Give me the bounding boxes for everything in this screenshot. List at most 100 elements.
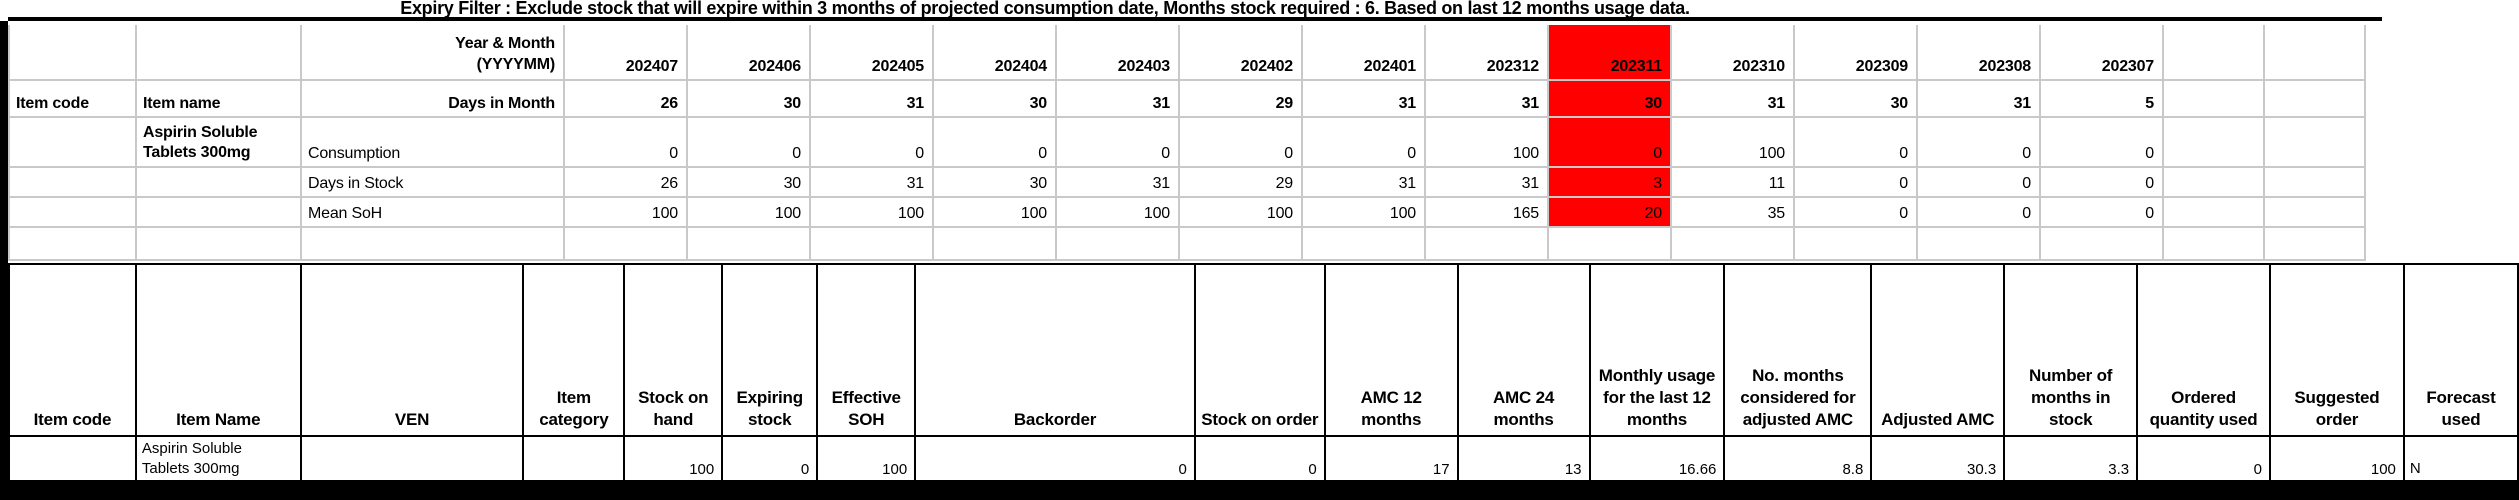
- days-in-month-cell: 31: [809, 79, 934, 118]
- month-header-cell: 202405: [809, 25, 934, 81]
- mean-soh-cell: 0: [2039, 196, 2164, 228]
- adjusted-amc-value: 30.3: [1870, 435, 2006, 484]
- empty-cell: [1547, 226, 1672, 261]
- ven-value: [299, 435, 525, 484]
- item-category-value: [522, 435, 626, 484]
- empty-cell: [2162, 116, 2265, 168]
- days-in-month-cell: 30: [1793, 79, 1918, 118]
- corner-cell: [135, 25, 302, 81]
- empty-cell: [2263, 226, 2366, 261]
- empty-cell: [1793, 226, 1918, 261]
- consumption-cell: 0: [809, 116, 934, 168]
- empty-cell: [2162, 226, 2265, 261]
- column-header-amc-24-months: AMC 24 months: [1456, 263, 1591, 437]
- mean-soh-cell: 100: [932, 196, 1057, 228]
- row-label: Days in Stock: [300, 166, 565, 198]
- report-title: Expiry Filter : Exclude stock that will …: [8, 0, 2382, 21]
- days-in-stock-cell-highlighted: 3: [1547, 166, 1672, 198]
- mean-soh-cell: 100: [1055, 196, 1180, 228]
- consumption-cell: 0: [2039, 116, 2164, 168]
- months-in-stock-value: 3.3: [2003, 435, 2139, 484]
- month-header-cell: 202401: [1301, 25, 1426, 81]
- column-header-item-category: Item category: [522, 263, 626, 437]
- column-header-item-name: Item Name: [134, 263, 302, 437]
- month-header-cell-highlighted: 202311: [1547, 25, 1672, 81]
- empty-cell: [686, 226, 811, 261]
- amc-12-months-value: 17: [1323, 435, 1459, 484]
- mean-soh-cell: 0: [1793, 196, 1918, 228]
- month-header-cell: 202308: [1916, 25, 2041, 81]
- month-header-cell: 202404: [932, 25, 1057, 81]
- empty-cell: [932, 226, 1057, 261]
- days-in-stock-cell: 31: [1301, 166, 1426, 198]
- consumption-cell: 0: [686, 116, 811, 168]
- column-header-monthly-usage: Monthly usage for the last 12 months: [1588, 263, 1726, 437]
- days-in-stock-cell: 26: [563, 166, 688, 198]
- column-header-backorder: Backorder: [914, 263, 1196, 437]
- bottom-window-edge: [0, 480, 2519, 500]
- days-in-month-cell: 31: [1055, 79, 1180, 118]
- month-header-cell: 202309: [1793, 25, 1918, 81]
- months-considered-value: 8.8: [1723, 435, 1873, 484]
- item-code-cell: [8, 166, 137, 198]
- column-header-stock-on-order: Stock on order: [1193, 263, 1326, 437]
- consumption-cell-highlighted: 0: [1547, 116, 1672, 168]
- consumption-cell: 0: [1178, 116, 1303, 168]
- month-header-cell: 202406: [686, 25, 811, 81]
- days-in-month-cell: 26: [563, 79, 688, 118]
- effective-soh-value: 100: [816, 435, 917, 484]
- table-row: Aspirin Soluble Tablets 300mg 100 0 100 …: [8, 435, 2519, 484]
- empty-cell: [8, 226, 137, 261]
- consumption-cell: 0: [1301, 116, 1426, 168]
- mean-soh-cell: 35: [1670, 196, 1795, 228]
- monthly-usage-value: 16.66: [1588, 435, 1726, 484]
- days-in-month-cell-highlighted: 30: [1547, 79, 1672, 118]
- item-code-header: Item code: [8, 79, 137, 118]
- days-in-stock-cell: 29: [1178, 166, 1303, 198]
- item-code-cell: [8, 116, 137, 168]
- empty-cell: [2263, 116, 2366, 168]
- year-month-line2: (YYYYMM): [476, 56, 556, 74]
- column-header-months-in-stock: Number of months in stock: [2003, 263, 2139, 437]
- days-in-month-cell: 30: [932, 79, 1057, 118]
- mean-soh-cell: 100: [686, 196, 811, 228]
- days-in-month-cell: 31: [1916, 79, 2041, 118]
- row-label: Mean SoH: [300, 196, 565, 228]
- empty-cell: [2263, 166, 2366, 198]
- column-header-amc-12-months: AMC 12 months: [1323, 263, 1459, 437]
- empty-cell: [2263, 79, 2366, 118]
- consumption-cell: 0: [1793, 116, 1918, 168]
- empty-cell: [1055, 226, 1180, 261]
- empty-cell: [2162, 196, 2265, 228]
- empty-cell: [2162, 25, 2265, 81]
- amc-24-months-value: 13: [1456, 435, 1591, 484]
- column-header-ven: VEN: [299, 263, 525, 437]
- days-in-stock-cell: 31: [1424, 166, 1549, 198]
- month-header-cell: 202310: [1670, 25, 1795, 81]
- days-in-stock-cell: 0: [2039, 166, 2164, 198]
- empty-cell: [1301, 226, 1426, 261]
- consumption-cell: 100: [1670, 116, 1795, 168]
- days-in-stock-cell: 31: [1055, 166, 1180, 198]
- empty-cell: [1178, 226, 1303, 261]
- empty-cell: [2263, 25, 2366, 81]
- stock-on-hand-value: 100: [623, 435, 724, 484]
- item-name-header: Item name: [135, 79, 302, 118]
- days-in-stock-cell: 31: [809, 166, 934, 198]
- empty-cell: [1424, 226, 1549, 261]
- empty-cell: [1916, 226, 2041, 261]
- column-header-suggested-order: Suggested order: [2268, 263, 2405, 437]
- days-in-stock-cell: 30: [686, 166, 811, 198]
- year-month-header: Year & Month (YYYYMM): [300, 25, 565, 81]
- consumption-cell: 0: [1916, 116, 2041, 168]
- suggested-order-value: 100: [2268, 435, 2405, 484]
- days-in-stock-cell: 0: [1916, 166, 2041, 198]
- empty-cell: [2039, 226, 2164, 261]
- year-month-line1: Year & Month: [455, 34, 555, 52]
- empty-cell: [2162, 166, 2265, 198]
- column-header-ordered-quantity-used: Ordered quantity used: [2136, 263, 2271, 437]
- mean-soh-cell: 100: [809, 196, 934, 228]
- column-header-months-considered: No. months considered for adjusted AMC: [1723, 263, 1873, 437]
- column-header-stock-on-hand: Stock on hand: [623, 263, 724, 437]
